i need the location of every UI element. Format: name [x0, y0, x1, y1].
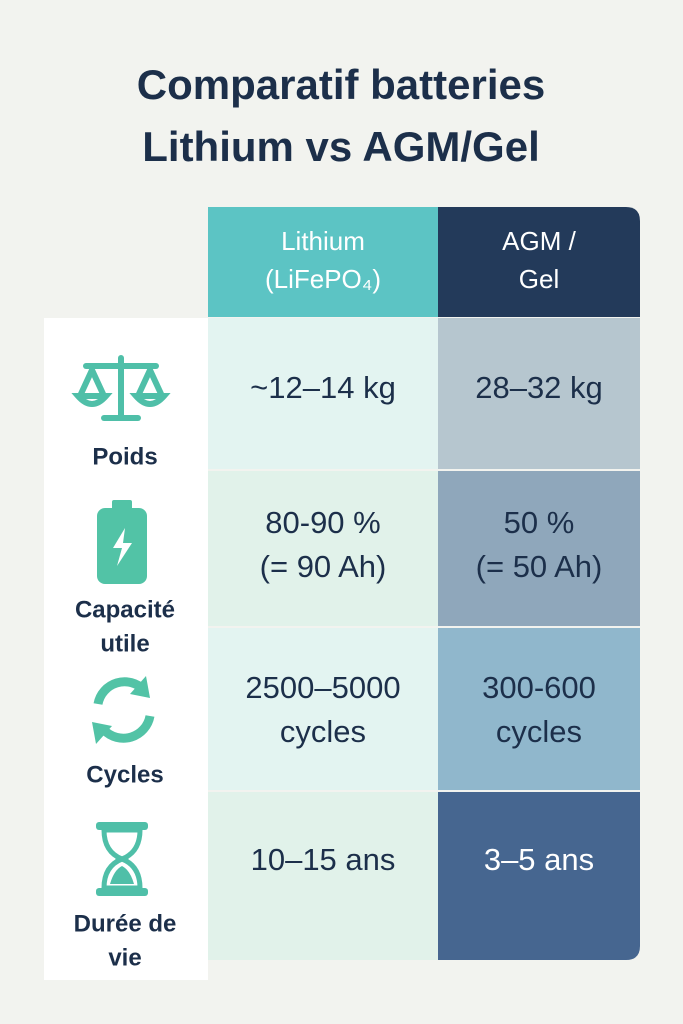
cell [438, 471, 640, 626]
cell-value: cycles [280, 714, 366, 749]
title: Comparatif batteries [137, 61, 545, 108]
cell-value: 50 % [504, 505, 575, 540]
row-label: utile [100, 630, 149, 657]
cell-value: 10–15 ans [251, 842, 396, 877]
cell-value: ~12–14 kg [250, 370, 396, 405]
column-header: Gel [519, 264, 559, 294]
cell-value: (= 50 Ah) [476, 549, 603, 584]
row-label: Durée de [74, 910, 177, 937]
header-cell [208, 207, 438, 317]
column-header: AGM / [502, 226, 576, 256]
cell [438, 318, 640, 469]
row-label: vie [108, 944, 141, 971]
scale-icon [71, 355, 171, 421]
cell-value: 3–5 ans [484, 842, 594, 877]
cell [438, 792, 640, 960]
cell [208, 628, 438, 790]
header-cell [438, 207, 640, 317]
cell-value: 300-600 [482, 670, 596, 705]
title: Lithium vs AGM/Gel [142, 123, 539, 170]
hourglass-icon [96, 822, 148, 896]
cell [438, 628, 640, 790]
cell [208, 471, 438, 626]
cycle-arrows [92, 676, 150, 744]
cell-value: cycles [496, 714, 582, 749]
row-label: Capacité [75, 596, 175, 623]
battery-icon [97, 500, 147, 584]
column-header: Lithium [281, 226, 365, 256]
cell [208, 792, 438, 960]
cell [208, 318, 438, 469]
cell-value: 2500–5000 [245, 670, 400, 705]
cell-value: 28–32 kg [475, 370, 603, 405]
row-label: Cycles [86, 761, 163, 788]
cell-value: (= 90 Ah) [260, 549, 387, 584]
cell-value: 80-90 % [265, 505, 380, 540]
column-header: (LiFePO₄) [265, 264, 381, 294]
row-label: Poids [92, 443, 157, 470]
